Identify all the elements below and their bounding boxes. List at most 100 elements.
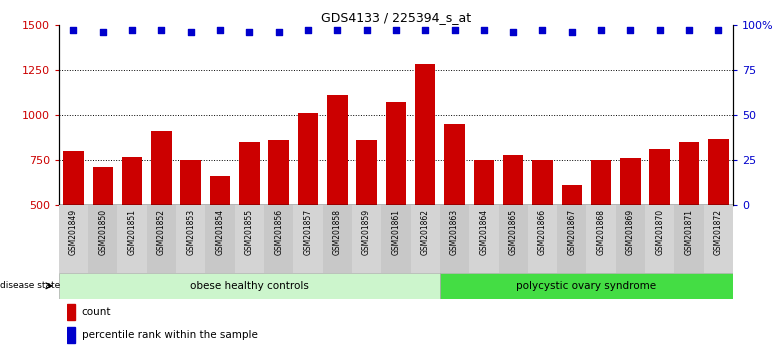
Bar [327, 95, 347, 296]
Bar [645, 205, 674, 273]
Text: percentile rank within the sample: percentile rank within the sample [82, 330, 258, 340]
Text: GSM201869: GSM201869 [626, 209, 635, 255]
Bar [474, 160, 494, 296]
Bar [704, 205, 733, 273]
Text: GSM201867: GSM201867 [568, 209, 576, 255]
Bar [122, 156, 143, 296]
Text: GSM201856: GSM201856 [274, 209, 283, 255]
Point [331, 27, 343, 33]
Bar [586, 205, 615, 273]
Bar [147, 205, 176, 273]
Bar [440, 273, 733, 299]
Text: GSM201863: GSM201863 [450, 209, 459, 255]
Bar [415, 64, 435, 296]
Bar [469, 205, 499, 273]
Text: count: count [82, 307, 111, 317]
Text: disease state: disease state [0, 281, 60, 290]
Point [243, 29, 256, 35]
Bar [411, 205, 440, 273]
Bar [59, 273, 440, 299]
Point [155, 27, 168, 33]
Point [507, 29, 520, 35]
Point [536, 27, 549, 33]
Text: GSM201864: GSM201864 [479, 209, 488, 255]
Bar [151, 131, 172, 296]
Point [419, 27, 431, 33]
Text: GSM201849: GSM201849 [69, 209, 78, 255]
Point [448, 27, 461, 33]
Point [272, 29, 285, 35]
Bar [352, 205, 381, 273]
Text: GSM201868: GSM201868 [597, 209, 605, 255]
Point [477, 27, 490, 33]
Text: GSM201852: GSM201852 [157, 209, 166, 255]
Bar [118, 205, 147, 273]
Bar [557, 205, 586, 273]
Bar [528, 205, 557, 273]
Text: GSM201851: GSM201851 [128, 209, 136, 255]
Point [214, 27, 227, 33]
Bar [234, 205, 264, 273]
Point [390, 27, 402, 33]
Bar [264, 205, 293, 273]
Point [361, 27, 373, 33]
Text: GSM201855: GSM201855 [245, 209, 254, 255]
Bar [205, 205, 234, 273]
Bar [93, 167, 113, 296]
Point [712, 27, 724, 33]
Point [683, 27, 695, 33]
Bar [649, 149, 670, 296]
Text: GSM201853: GSM201853 [187, 209, 195, 255]
Bar [381, 205, 411, 273]
Bar [180, 160, 201, 296]
Bar [239, 142, 260, 296]
Text: GSM201866: GSM201866 [538, 209, 547, 255]
Text: GSM201857: GSM201857 [303, 209, 313, 255]
Bar [591, 160, 612, 296]
Text: GSM201862: GSM201862 [421, 209, 430, 255]
Bar [67, 327, 75, 343]
Title: GDS4133 / 225394_s_at: GDS4133 / 225394_s_at [321, 11, 471, 24]
Text: GSM201858: GSM201858 [332, 209, 342, 255]
Bar [708, 138, 728, 296]
Bar [561, 185, 582, 296]
Bar [298, 113, 318, 296]
Bar [67, 304, 75, 320]
Point [654, 27, 666, 33]
Point [565, 29, 578, 35]
Bar [293, 205, 323, 273]
Point [302, 27, 314, 33]
Text: GSM201854: GSM201854 [216, 209, 224, 255]
Bar [210, 176, 230, 296]
Point [67, 27, 80, 33]
Text: GSM201872: GSM201872 [714, 209, 723, 255]
Text: GSM201861: GSM201861 [391, 209, 401, 255]
Bar [357, 140, 377, 296]
Bar [499, 205, 528, 273]
Point [184, 29, 197, 35]
Bar [674, 205, 704, 273]
Point [125, 27, 138, 33]
Bar [59, 205, 88, 273]
Text: polycystic ovary syndrome: polycystic ovary syndrome [517, 281, 656, 291]
Bar [88, 205, 118, 273]
Bar [503, 155, 524, 296]
Bar [532, 160, 553, 296]
Point [96, 29, 109, 35]
Bar [620, 158, 641, 296]
Text: GSM201870: GSM201870 [655, 209, 664, 255]
Bar [323, 205, 352, 273]
Point [595, 27, 608, 33]
Bar [679, 142, 699, 296]
Bar [615, 205, 645, 273]
Bar [268, 140, 289, 296]
Bar [445, 124, 465, 296]
Bar [440, 205, 469, 273]
Bar [386, 102, 406, 296]
Bar [176, 205, 205, 273]
Text: GSM201865: GSM201865 [509, 209, 517, 255]
Text: obese healthy controls: obese healthy controls [190, 281, 309, 291]
Bar [64, 151, 84, 296]
Text: GSM201850: GSM201850 [98, 209, 107, 255]
Text: GSM201871: GSM201871 [684, 209, 694, 255]
